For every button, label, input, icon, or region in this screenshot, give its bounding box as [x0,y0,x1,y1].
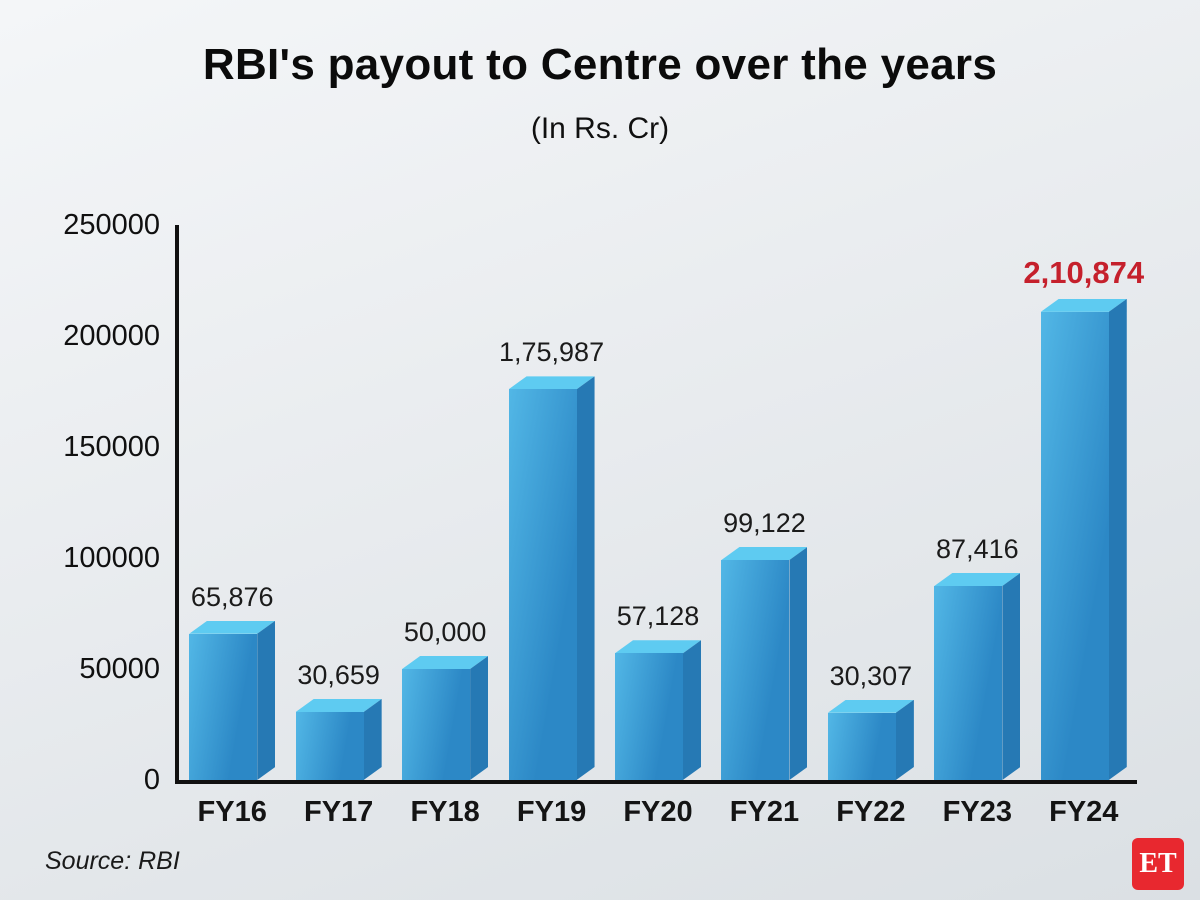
x-axis-label: FY20 [623,796,693,828]
bar: 1,75,987 [499,337,604,780]
et-logo: ET [1132,838,1184,890]
bar-front-face [508,389,577,780]
bar-front-face [295,711,364,780]
bar-value-label: 30,659 [297,659,380,690]
bar-side-face [257,621,275,780]
x-axis-label: FY17 [303,796,374,828]
bar-top-face [827,699,914,713]
bar: 2,10,874 [1023,255,1144,780]
bar-value-label: 65,876 [190,581,274,612]
bar: 30,659 [295,660,382,780]
bar-value-label: 57,128 [616,601,700,632]
bar: 30,307 [827,661,914,780]
plot-area: 65,876 FY16 30,659 FY17 50,000 FY18 1,75,987 FY… [175,225,1144,828]
bar-value-label: 87,416 [936,533,1019,564]
bar-side-face [1109,299,1127,780]
bar-side-face [364,699,382,780]
bar-value-label: 50,000 [403,617,487,647]
x-axis-label: FY22 [836,796,906,828]
x-axis-label: FY23 [942,796,1012,828]
bar-side-face [683,640,701,780]
bar-front-face [1040,311,1109,780]
x-axis-label: FY21 [729,796,800,828]
bar-side-face [1002,573,1020,780]
bar-value-label: 99,122 [723,507,806,538]
bar-front-face [827,712,896,780]
bar-front-face [721,559,790,780]
y-axis-label: 100000 [63,542,160,574]
bar-top-face [615,640,701,654]
bar: 50,000 [402,617,489,780]
y-axis: 0 50000 100000 150000 200000 250000 [0,0,160,900]
bar-value-label: 30,307 [829,660,913,691]
y-axis-label: 150000 [63,431,160,463]
bar-top-face [402,656,489,669]
bar-value-label: 1,75,987 [498,337,605,368]
bar-value-label: 2,10,874 [1023,254,1145,290]
bar-side-face [789,547,807,780]
x-axis-label: FY19 [516,796,587,828]
chart-title: RBI's payout to Centre over the years [202,40,998,89]
bar-side-face [470,656,488,780]
bar-front-face [402,669,471,780]
bar: 87,416 [934,534,1021,780]
bar-side-face [896,700,914,780]
x-axis-label: FY24 [1049,796,1119,828]
y-axis-label: 50000 [79,653,160,685]
bar-top-face [1040,298,1127,312]
bar-front-face [189,633,258,780]
source-label: Source: RBI [45,847,180,875]
bar: 65,876 [189,582,276,780]
y-axis-label: 250000 [63,209,160,241]
chart-subtitle: (In Rs. Cr) [530,112,670,145]
x-axis-label: FY18 [410,796,480,828]
bar-top-face [295,698,382,712]
bar: 99,122 [721,508,808,780]
bar-top-face [189,620,276,634]
bar-side-face [577,376,595,780]
bar-top-face [721,546,808,560]
bar-front-face [934,585,1003,780]
bar-front-face [615,653,683,780]
bar: 57,128 [615,601,701,780]
y-axis-label: 200000 [63,320,160,352]
bar-top-face [508,376,595,390]
y-axis-label: 0 [143,764,160,796]
x-axis-label: FY16 [197,796,267,828]
bar-top-face [934,572,1021,586]
